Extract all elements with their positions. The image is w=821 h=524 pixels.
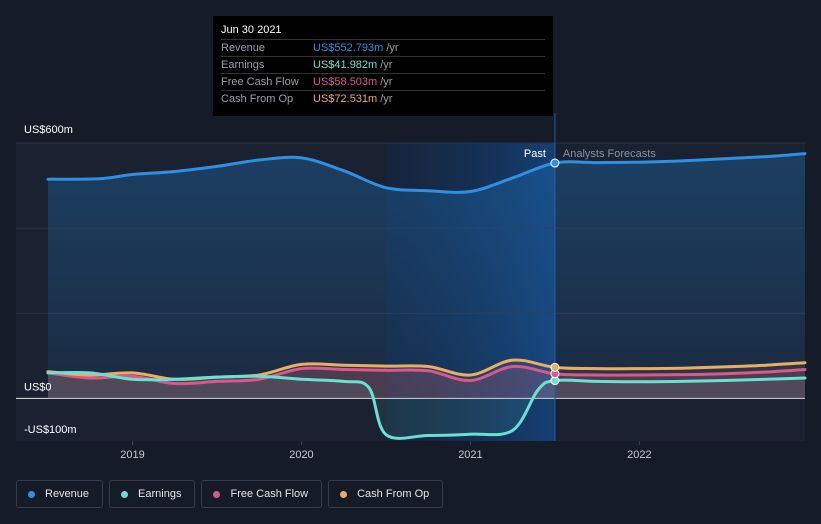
legend-label: Earnings: [138, 488, 182, 500]
legend-label: Cash From Op: [357, 488, 430, 500]
legend-item-revenue[interactable]: Revenue: [16, 480, 104, 508]
line-earnings: [46, 370, 807, 440]
legend-item-earnings[interactable]: Earnings: [109, 480, 196, 508]
tooltip-row: Revenue US$552.793m/yr: [221, 39, 545, 56]
tooltip-value: US$58.503m: [313, 76, 378, 88]
legend-dot-icon: [121, 490, 129, 498]
tooltip-label: Cash From Op: [221, 93, 294, 105]
legend-dot-icon: [340, 490, 348, 498]
legend-item-free-cash-flow[interactable]: Free Cash Flow: [201, 480, 323, 508]
x-tick-label: 2021: [458, 449, 482, 461]
line-free-cash-flow: [46, 364, 807, 386]
forecast-label: Analysts Forecasts: [563, 148, 656, 160]
tooltip-unit: /yr: [380, 59, 393, 71]
tooltip-label: Revenue: [221, 42, 266, 54]
tooltip-value: US$72.531m: [313, 93, 378, 105]
tooltip-row: Free Cash Flow US$58.503m/yr: [221, 73, 545, 90]
tooltip-unit: /yr: [386, 42, 399, 54]
tooltip: Jun 30 2021 Revenue US$552.793m/yr Earning…: [213, 16, 553, 116]
tooltip-unit: /yr: [380, 76, 393, 88]
area-free-cash-flow: [48, 366, 805, 399]
y-tick-label: US$0: [24, 381, 52, 393]
tooltip-value: US$41.982m: [313, 59, 378, 71]
tooltip-unit: /yr: [380, 93, 393, 105]
legend-item-cash-from-op[interactable]: Cash From Op: [328, 480, 444, 508]
past-label: Past: [524, 148, 546, 160]
tooltip-row: Earnings US$41.982m/yr: [221, 56, 545, 73]
legend-label: Free Cash Flow: [230, 488, 309, 500]
legend-dot-icon: [213, 490, 221, 498]
y-tick-label: -US$100m: [24, 424, 77, 436]
x-tick-label: 2022: [627, 449, 651, 461]
x-tick-label: 2019: [120, 449, 144, 461]
tooltip-label: Earnings: [221, 59, 265, 71]
marker-revenue: [550, 158, 560, 168]
tooltip-label: Free Cash Flow: [221, 76, 299, 88]
marker-cash-from-op: [550, 362, 560, 372]
line-revenue: [46, 152, 807, 194]
tooltip-row: Cash From Op US$72.531m/yr: [221, 90, 545, 107]
legend: Revenue Earnings Free Cash Flow Cash From O…: [16, 480, 444, 508]
area-revenue: [48, 153, 805, 399]
legend-label: Revenue: [45, 488, 90, 500]
legend-dot-icon: [28, 490, 35, 498]
x-tick-label: 2020: [289, 449, 313, 461]
y-tick-label: US$600m: [24, 124, 73, 136]
area-earnings: [48, 372, 805, 439]
tooltip-date: Jun 30 2021: [221, 24, 282, 36]
tooltip-value: US$552.793m: [313, 42, 384, 54]
